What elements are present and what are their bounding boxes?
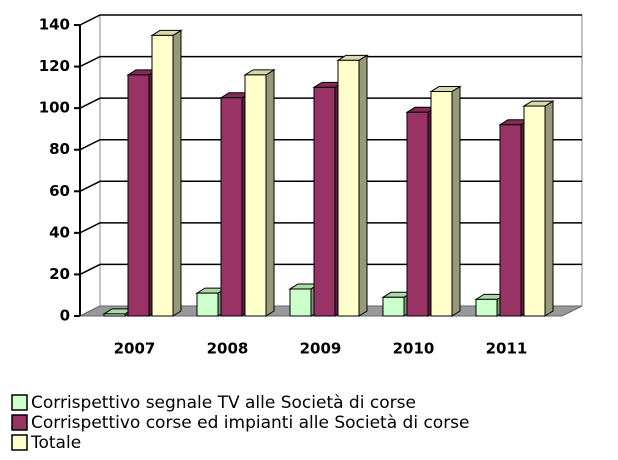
- bar: [499, 124, 522, 317]
- x-tick-label: 2008: [207, 340, 249, 358]
- x-tick-label: 2007: [114, 340, 156, 358]
- bar: [523, 105, 546, 317]
- bar-side: [544, 100, 554, 317]
- legend-swatch: [11, 414, 28, 431]
- bar: [382, 296, 405, 317]
- grid-line: [79, 97, 582, 109]
- y-tick-label: 40: [49, 223, 70, 241]
- bar: [103, 313, 126, 317]
- y-tick-label: 100: [39, 99, 70, 117]
- y-tick-label: 140: [39, 16, 70, 34]
- bar: [337, 59, 360, 317]
- x-tick-label: 2011: [486, 340, 528, 358]
- bar: [196, 292, 219, 317]
- bar: [406, 111, 429, 317]
- legend-label: Corrispettivo segnale TV alle Società di…: [31, 393, 416, 413]
- bar-side: [358, 54, 368, 317]
- bar: [220, 97, 243, 317]
- y-tick-label: 120: [39, 57, 70, 75]
- grid-line: [79, 14, 582, 26]
- legend-label: Corrispettivo corse ed impianti alle Soc…: [31, 413, 470, 433]
- y-tick-label: 20: [49, 265, 70, 283]
- x-tick-label: 2009: [300, 340, 342, 358]
- bar: [313, 86, 336, 317]
- bar-side: [265, 68, 275, 317]
- bar: [244, 74, 267, 317]
- y-tick-label: 0: [60, 307, 70, 325]
- y-tick-label: 60: [49, 182, 70, 200]
- bar: [151, 34, 174, 317]
- bar: [475, 298, 498, 317]
- legend-label: Totale: [30, 433, 81, 453]
- legend-swatch: [11, 434, 28, 451]
- bar: [127, 74, 150, 317]
- bar: [430, 91, 453, 317]
- x-tick-label: 2010: [393, 340, 435, 358]
- y-tick-label: 80: [49, 140, 70, 158]
- bar: [289, 288, 312, 317]
- legend-swatch: [11, 394, 28, 411]
- bar-side: [451, 85, 461, 317]
- grid-line: [79, 55, 582, 68]
- left-wall: [79, 14, 101, 317]
- bar-side: [172, 29, 182, 317]
